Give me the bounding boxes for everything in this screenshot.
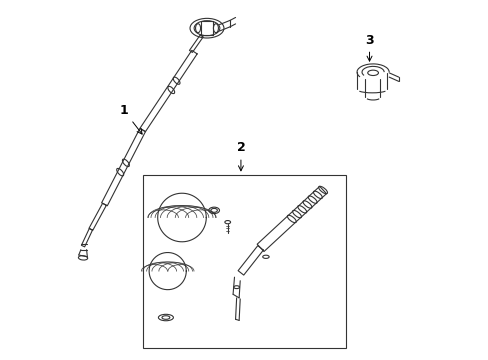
Text: 2: 2 [236, 141, 245, 171]
Bar [142, 175, 346, 348]
Text: 3: 3 [365, 33, 373, 61]
Text: 1: 1 [119, 104, 142, 134]
